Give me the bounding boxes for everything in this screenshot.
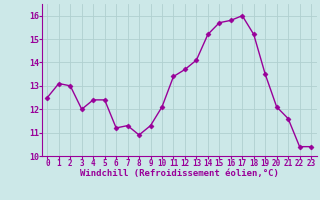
X-axis label: Windchill (Refroidissement éolien,°C): Windchill (Refroidissement éolien,°C) [80,169,279,178]
